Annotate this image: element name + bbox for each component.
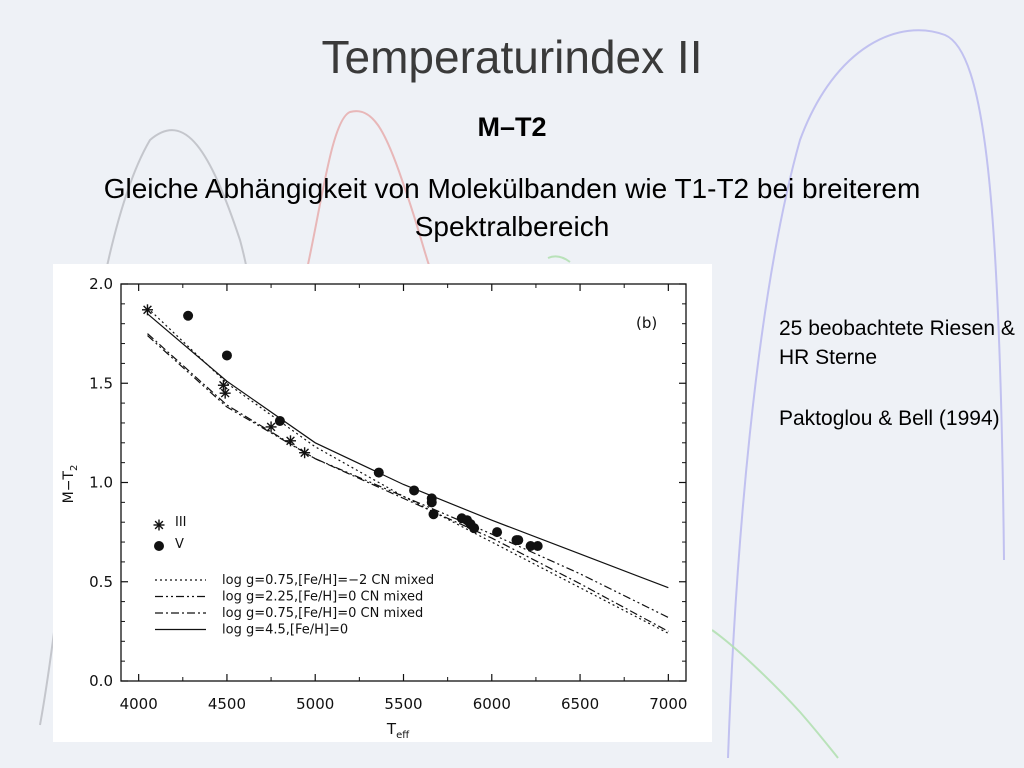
x-tick-label: 5500 [384,695,422,713]
point-dwarf [469,523,480,534]
point-giant [299,447,311,459]
point-dwarf [221,350,232,361]
x-axis-label-main: T [386,720,397,738]
point-giant [265,421,277,433]
asterisk-stroke [300,448,310,458]
legend-label-giant: III [175,515,187,530]
panel-label: (b) [636,314,657,332]
y-tick-label: 1.0 [89,474,113,492]
y-axis-label: M−T2 [61,465,80,504]
note-observed-stars: 25 beobachtete Riesen & HR Sterne [779,317,1015,369]
note-reference: Paktoglou & Bell (1994) [779,407,1000,430]
legend-marker-dwarf [154,541,164,551]
y-tick-label: 1.5 [89,374,113,392]
figure-panel: 4000 4500 5000 5500 6000 6500 7000 0.0 0.5 1.0 1.5… [53,264,712,742]
legend-label-2: log g=2.25,[Fe/H]=0 CN mixed [222,590,423,605]
point-giant [285,435,296,447]
point-dwarf [426,497,437,508]
legend-label-4: log g=4.5,[Fe/H]=0 [222,623,348,638]
point-dwarf [513,535,524,546]
x-tick-label: 4500 [208,695,246,713]
bg-curve-green-top [547,255,571,263]
point-dwarf [492,527,503,538]
x-axis-label-sub: eff [396,730,410,741]
asterisk-stroke [219,380,228,390]
x-tick-label: 7000 [649,695,687,713]
y-axis-label-sub: 2 [69,465,80,471]
x-tick-label: 4000 [120,695,158,713]
point-dwarf [373,467,384,478]
point-dwarf [183,310,194,321]
asterisk-stroke [266,422,276,432]
y-axis-label-main: M−T [61,471,77,504]
x-axis-label: Teff [386,720,410,741]
y-tick-label: 2.0 [89,275,113,293]
asterisk-stroke [143,305,152,315]
y-tick-label: 0.0 [89,672,113,690]
point-giant [219,387,231,399]
point-dwarf [409,485,420,496]
plot-frame [120,283,687,682]
asterisk-stroke [286,436,295,446]
legend-label-dwarf: V [175,537,184,552]
bg-curve-green [711,629,839,759]
point-dwarf [428,509,439,520]
y-tick-label: 0.5 [89,573,113,591]
x-tick-label: 5000 [296,695,334,713]
chart: 4000 4500 5000 5500 6000 6500 7000 0.0 0.5 1.0 1.5… [61,275,687,741]
series-line-3 [147,333,669,632]
slide-description: Gleiche Abhängigkeit von Molekülbanden w… [103,173,921,242]
series-line-2 [147,335,669,619]
point-dwarf [525,541,536,552]
point-dwarf [532,541,543,552]
point-giant [217,379,229,391]
legend-label-3: log g=0.75,[Fe/H]=0 CN mixed [222,606,423,621]
point-dwarf [274,415,285,426]
bg-curve-red [299,110,431,301]
asterisk-stroke [220,388,230,398]
asterisk-stroke [154,520,164,530]
bg-curve-blue [727,29,1005,759]
legend-label-1: log g=0.75,[Fe/H]=−2 CN mixed [222,573,434,588]
x-tick-label: 6000 [473,695,511,713]
point-giant [141,304,153,316]
slide-subtitle: M–T2 [477,112,547,142]
slide-title: Temperaturindex II [321,31,703,83]
legend-marker-giant [153,519,165,531]
x-tick-label: 6500 [561,695,599,713]
